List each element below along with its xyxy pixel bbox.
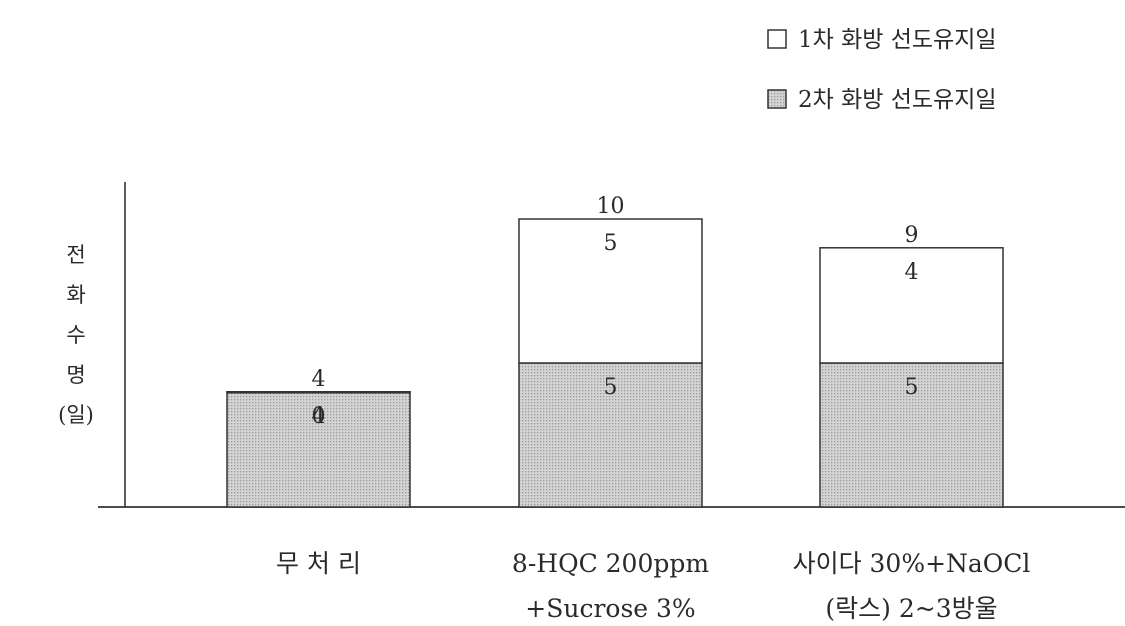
- bar-first-value-label: 0: [312, 404, 326, 429]
- bar-segment-second: [226, 391, 411, 508]
- legend-swatch-second: [767, 89, 787, 109]
- category-labels-group: 무 처 리 8-HQC 200ppm +Sucrose 3% 사이다 30%+NaOC…: [276, 549, 1030, 623]
- category-label: 사이다 30%+NaOCl (락스) 2~3방울: [793, 549, 1031, 623]
- bar-second-value-label: 5: [905, 375, 919, 400]
- bar-second-value-label: 4: [312, 404, 326, 429]
- bar-segment-first: [819, 247, 1004, 364]
- legend-label-first: 1차 화방 선도유지일: [798, 27, 997, 53]
- bar-first-value-label: 4: [905, 260, 919, 285]
- bar-segment-second: [518, 362, 703, 508]
- bar-total-label: 4: [312, 367, 326, 392]
- y-axis-label: 전 화 수 명 (일): [58, 243, 94, 427]
- bar-total-label: 9: [905, 223, 919, 248]
- legend-label-second: 2차 화방 선도유지일: [798, 87, 997, 113]
- legend-swatch-first: [767, 29, 787, 49]
- bar-first-value-label: 5: [604, 231, 618, 256]
- category-label: 무 처 리: [276, 549, 361, 578]
- bar-segment-first: [226, 391, 411, 394]
- legend: 1차 화방 선도유지일 2차 화방 선도유지일: [767, 27, 997, 113]
- bars-group: [226, 218, 1004, 508]
- category-label: 8-HQC 200ppm +Sucrose 3%: [512, 549, 709, 623]
- bar-segment-second: [819, 362, 1004, 508]
- bar-total-label: 10: [597, 194, 625, 219]
- bar-second-value-label: 5: [604, 375, 618, 400]
- bar-segment-first: [518, 218, 703, 364]
